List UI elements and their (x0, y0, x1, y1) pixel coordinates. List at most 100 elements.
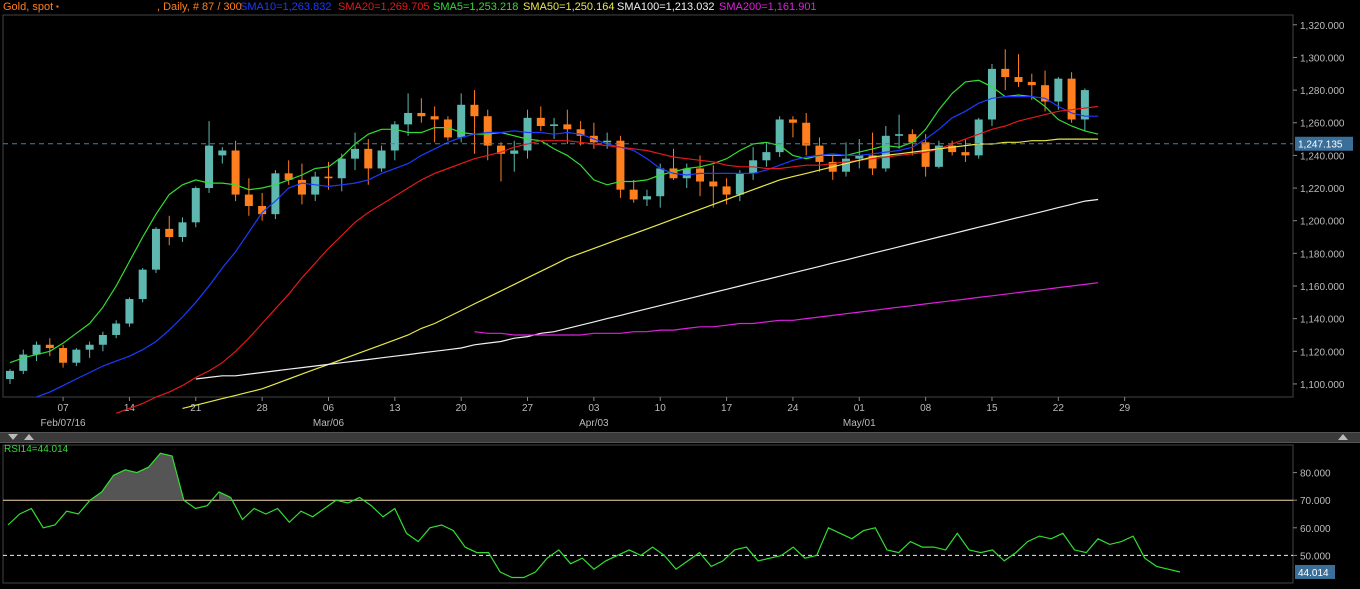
candle-body-33 (443, 119, 452, 138)
candle-67 (895, 114, 904, 149)
indicator-sma200-label[interactable]: SMA200=1,161.901 (719, 1, 817, 13)
rsi-overbought-area (90, 453, 231, 501)
candle-body-21 (284, 173, 293, 180)
candle-51 (682, 163, 691, 189)
last-price-label: 1,247.135 (1298, 140, 1343, 151)
moving-averages (9, 79, 1099, 414)
rsi-plot-frame (2, 444, 1294, 584)
candle-body-39 (523, 117, 532, 151)
candle-body-75 (1001, 68, 1010, 78)
candle-1 (19, 349, 28, 375)
rsi-y-label-1: 60.000 (1300, 524, 1331, 535)
candle-body-4 (59, 348, 68, 363)
candle-18 (244, 178, 253, 216)
series-sma5 (9, 79, 1099, 364)
price-x-label-4: 06 (323, 403, 335, 414)
price-y-label-0: 1,100.000 (1300, 380, 1345, 391)
candle-22 (297, 163, 306, 205)
collapse-down-icon[interactable] (8, 434, 18, 440)
candle-body-53 (709, 181, 718, 187)
candle-29 (390, 121, 399, 161)
pane-divider[interactable] (0, 432, 1360, 443)
indicator-sma50-label[interactable]: SMA50=1,250.164 (523, 1, 615, 13)
candle-69 (921, 134, 930, 177)
price-x-label-6: 20 (456, 403, 468, 414)
symbol-label[interactable]: Gold, spot (3, 1, 54, 13)
candle-body-57 (762, 152, 771, 161)
candle-body-9 (125, 299, 134, 324)
candle-body-2 (32, 344, 41, 355)
candle-body-49 (656, 168, 665, 197)
price-y-label-10: 1,300.000 (1300, 53, 1345, 64)
candle-55 (735, 170, 744, 202)
indicator-sma10-label[interactable]: SMA10=1,263.832 (240, 1, 332, 13)
rsi-overbought-fill (90, 453, 184, 501)
price-y-axis: 1,100.000 1,120.000 1,140.000 1,160.000 1,18… (1293, 21, 1345, 391)
candle-31 (417, 98, 426, 123)
price-x-label-14: 15 (986, 403, 998, 414)
rsi-chart[interactable]: RSI14=44.014 50.000 60.000 70.000 80.000 44… (0, 441, 1360, 589)
price-x-label-12: 01 (854, 403, 866, 414)
candle-14 (191, 186, 200, 228)
rsi-title: RSI14=44.014 (4, 444, 69, 455)
price-x-axis: 07 14 21 28 06 13 20 27 03 10 17 24 01 08 15 22 29Feb/07… (41, 397, 1131, 429)
candle-77 (1027, 73, 1036, 100)
candle-33 (443, 116, 452, 141)
candle-body-59 (788, 119, 797, 123)
candle-42 (563, 109, 572, 144)
price-y-label-6: 1,220.000 (1300, 184, 1345, 195)
candle-0 (6, 369, 14, 384)
price-y-label-1: 1,120.000 (1300, 347, 1345, 358)
candle-74 (987, 63, 996, 127)
rsi-last-box (1295, 564, 1335, 579)
rsi-y-label-0: 50.000 (1300, 551, 1331, 562)
candle-body-61 (815, 145, 824, 162)
candle-body-40 (536, 117, 545, 127)
price-x-label-11: 24 (787, 403, 799, 414)
candle-17 (231, 140, 240, 202)
candle-61 (815, 137, 824, 172)
expand-pane-icon[interactable] (1338, 434, 1348, 440)
candle-4 (59, 344, 68, 368)
candle-body-65 (868, 155, 877, 169)
candle-body-15 (205, 145, 214, 189)
candle-81 (1080, 88, 1089, 131)
candle-body-5 (72, 349, 81, 363)
candle-body-63 (842, 158, 851, 172)
candle-body-36 (483, 116, 492, 146)
price-y-label-8: 1,260.000 (1300, 119, 1345, 130)
candle-10 (138, 268, 147, 303)
candle-body-74 (987, 68, 996, 120)
candle-34 (457, 93, 466, 143)
chart-header: Gold, spot ▪ , Daily, # 87 / 300 SMA10=1… (0, 0, 1360, 15)
indicator-sma20-label[interactable]: SMA20=1,269.705 (338, 1, 430, 13)
candle-body-24 (324, 176, 333, 179)
candle-body-55 (735, 173, 744, 195)
candle-body-78 (1041, 85, 1050, 102)
candle-9 (125, 297, 134, 327)
candle-body-18 (244, 194, 253, 206)
candle-37 (496, 142, 505, 182)
price-month-label-1: Mar/06 (313, 418, 345, 429)
candle-body-29 (390, 124, 399, 151)
price-y-label-2: 1,140.000 (1300, 315, 1345, 326)
candle-7 (98, 331, 107, 352)
candle-6 (85, 341, 94, 358)
collapse-up-icon[interactable] (24, 434, 34, 440)
indicator-sma100-label[interactable]: SMA100=1,213.032 (617, 1, 715, 13)
price-plot-frame (2, 14, 1294, 398)
candle-body-52 (696, 168, 705, 182)
candle-body-17 (231, 150, 240, 195)
candle-70 (934, 140, 943, 169)
candle-body-1 (19, 354, 28, 371)
candle-80 (1067, 72, 1076, 123)
indicator-sma5-label[interactable]: SMA5=1,253.218 (433, 1, 519, 13)
price-y-label-5: 1,200.000 (1300, 217, 1345, 228)
price-chart[interactable]: 1,100.000 1,120.000 1,140.000 1,160.000 1,18… (0, 0, 1360, 432)
candle-body-76 (1014, 77, 1023, 82)
candle-52 (696, 155, 705, 197)
candle-30 (404, 93, 413, 136)
candle-40 (536, 106, 545, 131)
series-rsi14 (7, 452, 1181, 579)
rsi-last-value: 44.014 (1295, 564, 1335, 579)
